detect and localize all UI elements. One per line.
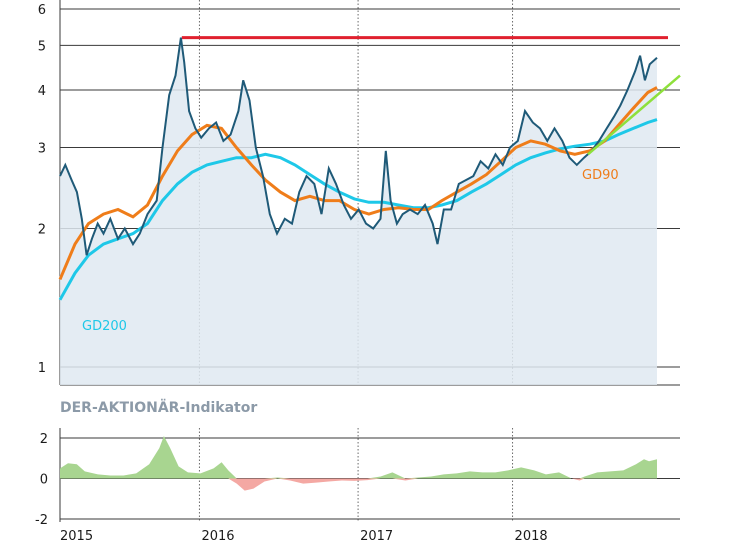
price-tick-label-4: 4: [38, 84, 46, 99]
price-line: [59, 37, 658, 256]
indicator-tick-label-2: 2: [40, 432, 48, 447]
gd90-label: GD90: [582, 168, 619, 183]
price-tick-label-1: 1: [38, 361, 46, 376]
price-tick-label-3: 3: [38, 141, 46, 156]
year-axis: 2015 2016 2017 2018: [60, 529, 548, 544]
year-label-2015: 2015: [60, 529, 93, 544]
price-tick-label-2: 2: [38, 223, 46, 238]
price-tick-label-6: 6: [38, 3, 46, 18]
year-label-2016: 2016: [201, 529, 234, 544]
price-chart-panel: 1 2 3 4 5 6 GD200 GD90: [38, 0, 681, 386]
gd200-label: GD200: [82, 319, 127, 334]
indicator-tick-label-0: 0: [40, 473, 48, 488]
trend-line: [587, 74, 681, 156]
indicator-title: DER-AKTIONÄR-Indikator: [60, 399, 257, 416]
indicator-tick-label--2: -2: [35, 513, 48, 528]
gd200-line: [58, 118, 658, 301]
price-axis-ticks: 1 2 3 4 5 6: [38, 3, 46, 376]
year-label-2018: 2018: [515, 529, 548, 544]
indicator-panel: -2 0 2: [35, 428, 680, 528]
year-label-2017: 2017: [360, 529, 393, 544]
gd90-line: [58, 86, 658, 280]
indicator-positive-area: [60, 436, 657, 479]
indicator-axis-ticks: -2 0 2: [35, 432, 48, 528]
price-tick-label-5: 5: [38, 39, 46, 54]
